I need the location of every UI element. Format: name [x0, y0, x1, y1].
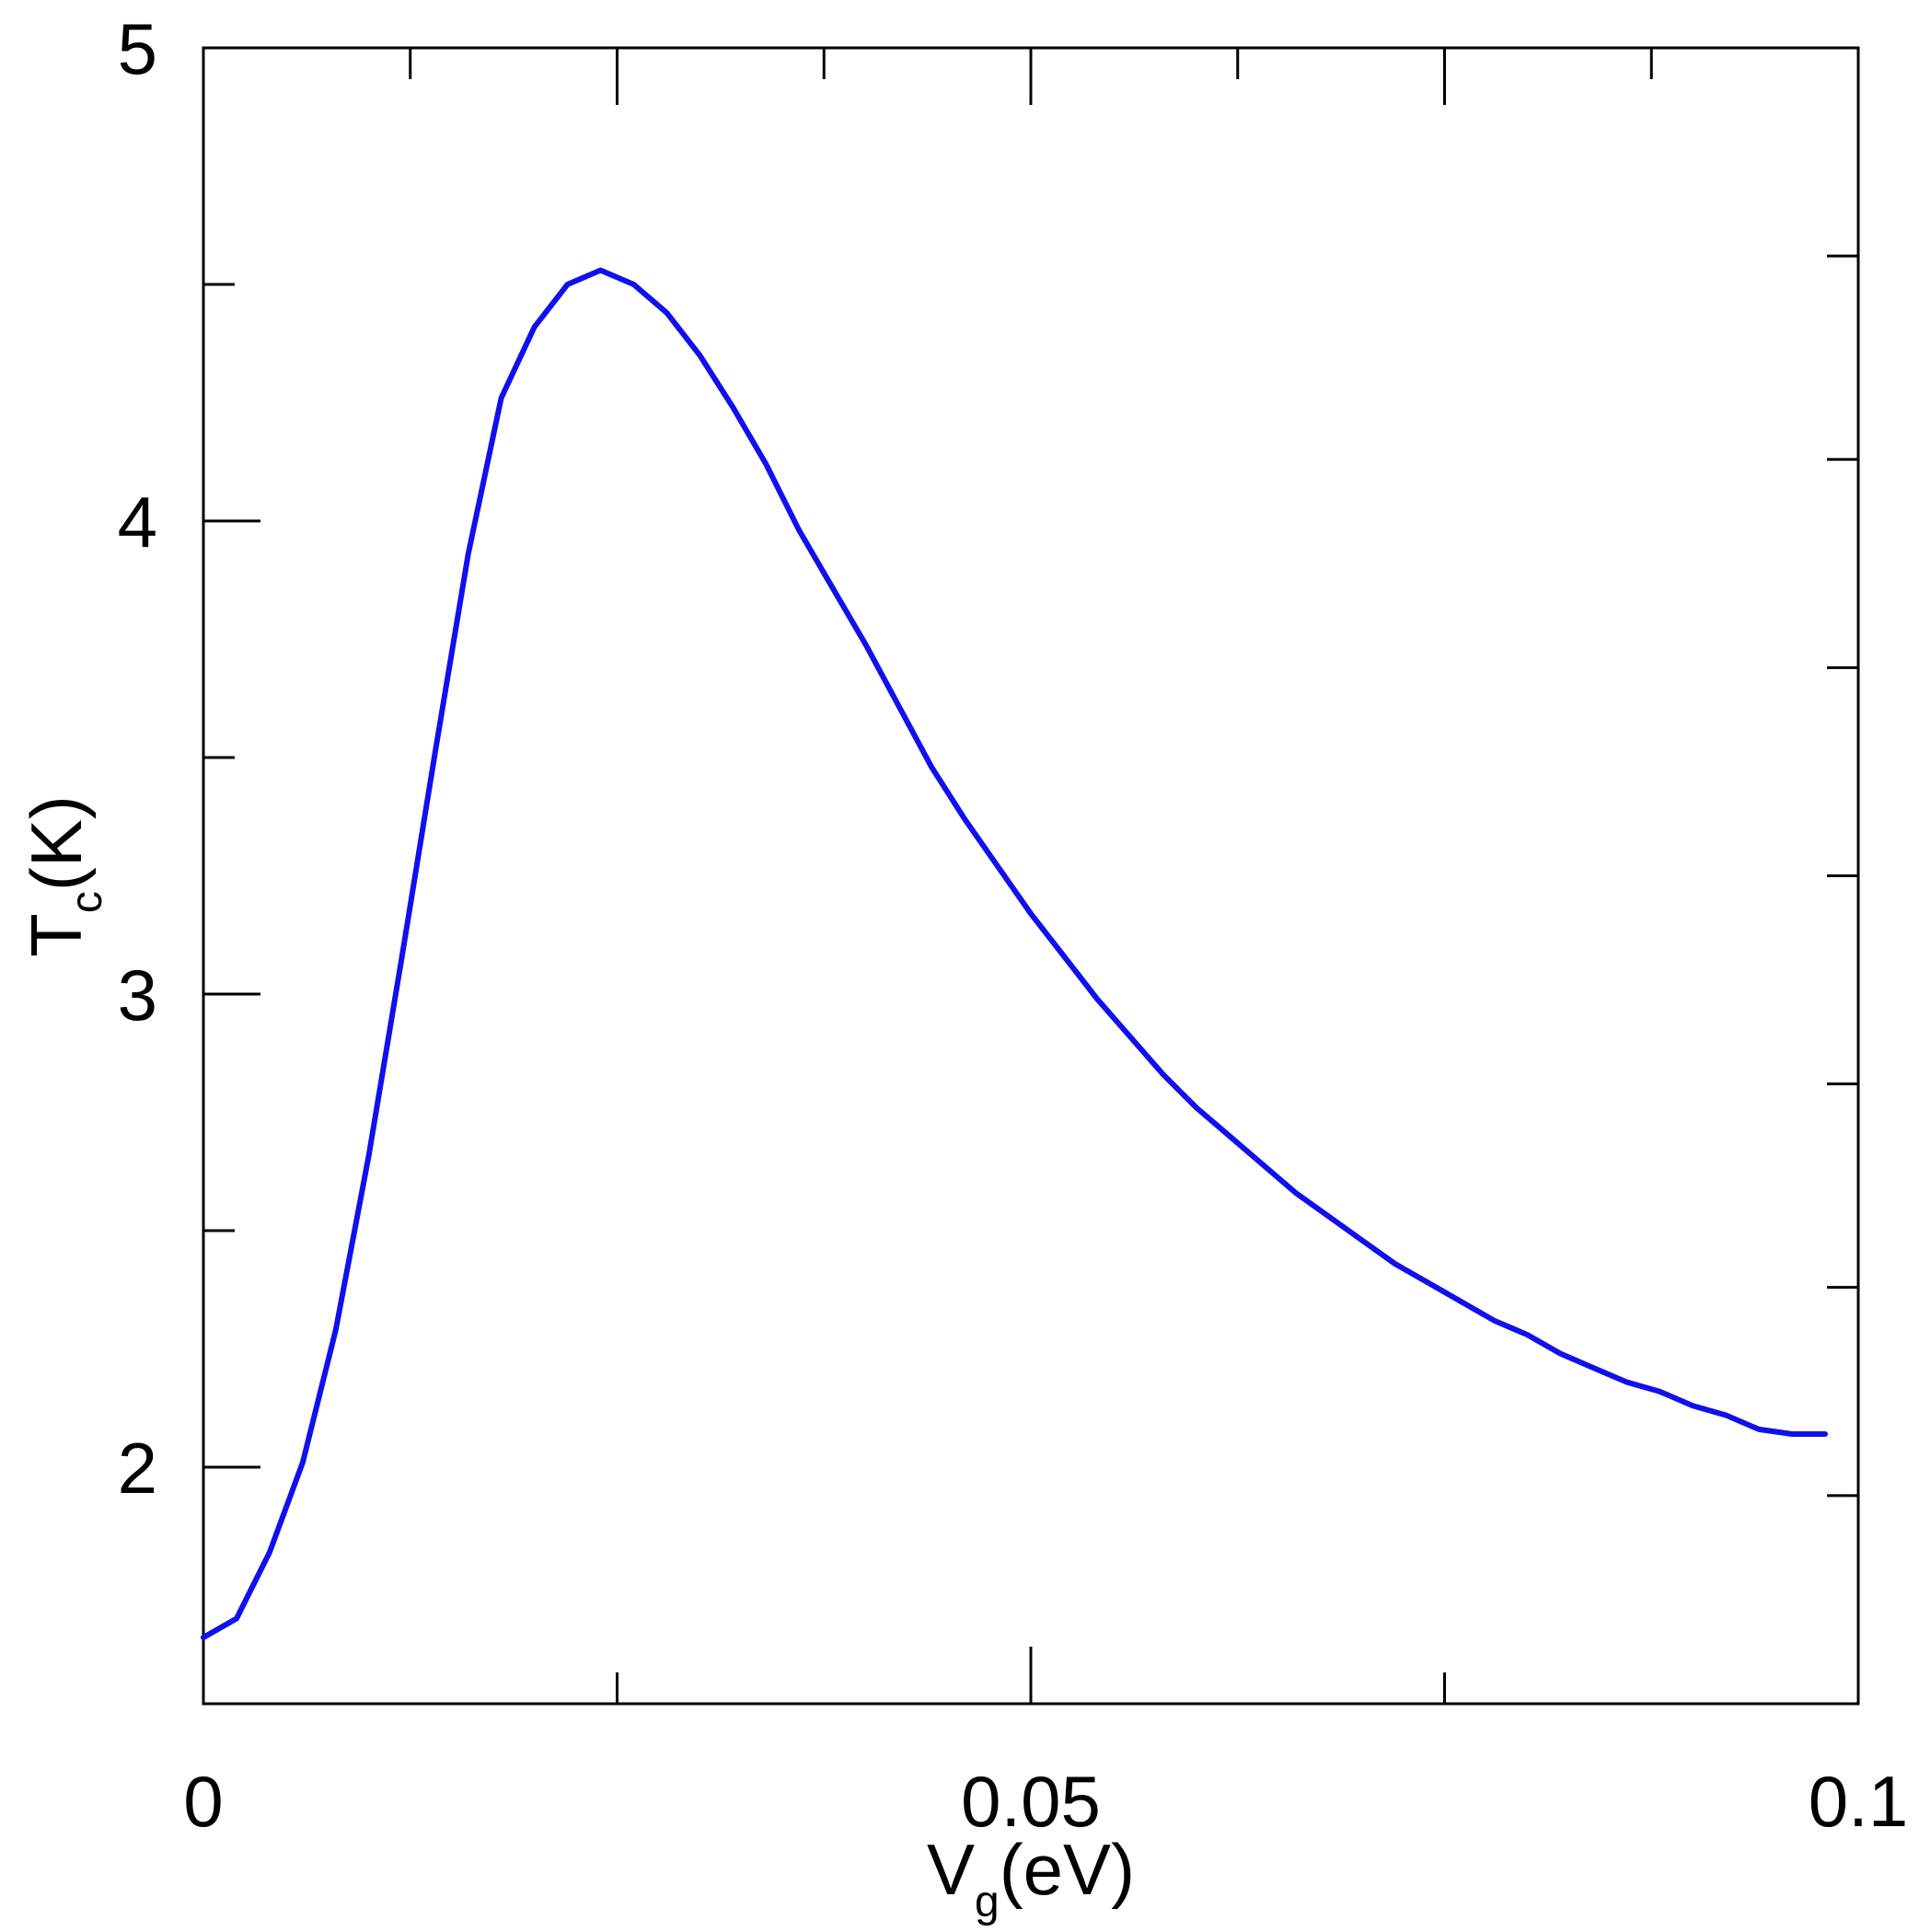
- x-tick-label: 0.05: [961, 1761, 1101, 1842]
- y-tick-label: 5: [118, 8, 157, 89]
- axis-ticks: [203, 48, 1858, 1704]
- x-axis-label-unit: (eV): [1000, 1829, 1135, 1910]
- x-tick-label: 0: [183, 1761, 223, 1842]
- y-axis-label: Tc(K): [16, 795, 111, 957]
- y-tick-label: 2: [118, 1428, 157, 1509]
- y-axis-label-unit: (K): [16, 795, 97, 891]
- tc-vs-vg-line: [201, 267, 1828, 1640]
- y-axis-label-sub: c: [63, 891, 111, 913]
- y-tick-label: 3: [118, 954, 157, 1035]
- x-axis-label: Vg(eV): [927, 1829, 1135, 1926]
- y-tick-label: 4: [118, 481, 157, 562]
- tick-labels: 0 0.05 0.1 2 3 4 5: [118, 8, 1909, 1842]
- y-axis-label-main: T: [16, 913, 97, 957]
- x-tick-label: 0.1: [1809, 1761, 1908, 1842]
- x-axis-label-main: V: [927, 1829, 975, 1910]
- plot-frame: [202, 46, 1860, 1706]
- x-axis-label-sub: g: [975, 1878, 1000, 1926]
